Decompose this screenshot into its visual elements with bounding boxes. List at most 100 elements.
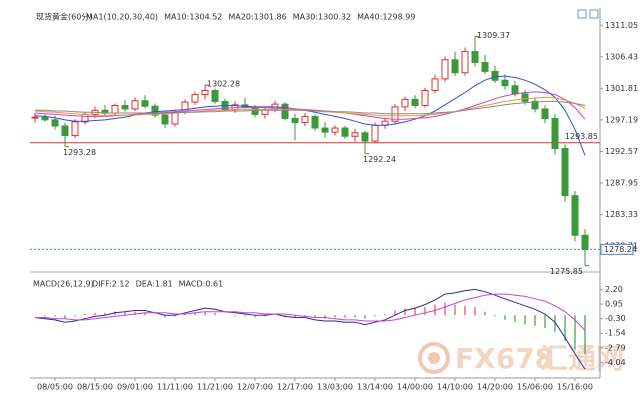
candle-body bbox=[571, 195, 579, 236]
candle-body bbox=[121, 105, 129, 110]
x-tick-label: 09/01:00 bbox=[117, 383, 153, 392]
candle-body bbox=[291, 117, 299, 124]
candle-body bbox=[61, 125, 69, 137]
legend-entry: MA1(10,20,30,40) bbox=[86, 13, 158, 22]
candle-body bbox=[111, 105, 119, 114]
candle-body bbox=[411, 98, 419, 107]
candle-body bbox=[531, 100, 539, 110]
legend-entry: MA30:1300.32 bbox=[293, 13, 351, 22]
legend-entry: DIFF:2.12 bbox=[92, 280, 130, 289]
zoom-button[interactable] bbox=[577, 9, 587, 19]
ma-line bbox=[35, 100, 586, 115]
watermark-brand: FX678 bbox=[455, 342, 554, 375]
last-price-label: 1278.24 bbox=[604, 245, 637, 254]
candle-body bbox=[581, 234, 589, 250]
x-tick-label: 13/03:00 bbox=[317, 383, 353, 392]
annotation-label: 1293.28 bbox=[63, 148, 96, 157]
candle-body bbox=[41, 116, 49, 121]
candle-body bbox=[321, 127, 329, 133]
legend-entry: MA40:1298.99 bbox=[357, 13, 415, 22]
x-tick-label: 15/16:00 bbox=[557, 383, 593, 392]
candle-body bbox=[451, 59, 459, 74]
y-tick-label: 0.95 bbox=[605, 300, 623, 309]
candle-body bbox=[161, 114, 169, 125]
annotation-label: 1309.37 bbox=[477, 31, 510, 40]
y-tick-label: 1311.05 bbox=[605, 21, 638, 30]
x-tick-label: 12/17:00 bbox=[277, 383, 313, 392]
candle-body bbox=[31, 116, 39, 119]
candle-body bbox=[341, 127, 349, 137]
chart-title: 现货黄金(60分) bbox=[36, 12, 92, 22]
x-tick-label: 11/21:00 bbox=[197, 383, 233, 392]
candle-body bbox=[521, 93, 529, 102]
x-tick-label: 13/14:00 bbox=[357, 383, 393, 392]
close-button[interactable] bbox=[589, 9, 599, 19]
candle-body bbox=[201, 89, 209, 96]
candle-body bbox=[131, 100, 139, 110]
candle-body bbox=[71, 121, 79, 137]
y-tick-label: -4.04 bbox=[605, 358, 626, 367]
y-tick-label: 1297.19 bbox=[605, 115, 638, 124]
watermark: FX678 汇通网 bbox=[418, 342, 624, 375]
candle-body bbox=[511, 85, 519, 95]
x-tick-label: 14/20:00 bbox=[477, 383, 513, 392]
annotation-label: 1275.85 bbox=[550, 267, 583, 276]
candle-body bbox=[141, 100, 149, 107]
ma-line bbox=[34, 75, 586, 156]
x-tick-label: 11/11:00 bbox=[157, 383, 193, 392]
candle-body bbox=[461, 51, 469, 74]
support-label: 1293.85 bbox=[565, 132, 598, 141]
plot: 现货黄金(60分)MA1(10,20,30,40) MA10:1304.52 MA2… bbox=[30, 12, 638, 392]
candle-body bbox=[471, 51, 479, 63]
watermark-logo bbox=[428, 352, 440, 364]
y-tick-label: -1.54 bbox=[605, 329, 626, 338]
legend-entry: DEA:1.81 bbox=[136, 280, 173, 289]
legend-entry: MACD:0.61 bbox=[179, 280, 224, 289]
y-tick-label: 1292.57 bbox=[605, 147, 638, 156]
legend-entry: MA20:1301.86 bbox=[228, 13, 286, 22]
candle-body bbox=[171, 111, 179, 125]
candle-body bbox=[151, 105, 159, 116]
watermark-name: 汇通网 bbox=[540, 342, 624, 375]
legend-entry: MA10:1304.52 bbox=[164, 13, 222, 22]
x-tick-label: 12/07:00 bbox=[237, 383, 273, 392]
candle-body bbox=[191, 94, 199, 103]
candle-body bbox=[361, 132, 369, 142]
x-tick-label: 15/06:00 bbox=[517, 383, 553, 392]
candle-body bbox=[371, 124, 379, 142]
y-tick-label: 2.20 bbox=[605, 285, 623, 294]
x-tick-label: 08/15:00 bbox=[77, 383, 113, 392]
candle-body bbox=[51, 119, 59, 127]
candle-body bbox=[491, 70, 499, 81]
candle-body bbox=[441, 59, 449, 80]
candle-body bbox=[401, 98, 409, 108]
y-tick-label: -0.30 bbox=[605, 314, 626, 323]
y-tick-label: 1283.33 bbox=[605, 210, 638, 219]
x-tick-label: 14/00:00 bbox=[397, 383, 433, 392]
candle-body bbox=[561, 148, 569, 197]
candle-body bbox=[431, 78, 439, 91]
candle-body bbox=[501, 79, 509, 87]
candle-body bbox=[481, 61, 489, 72]
annotation-label: 1292.24 bbox=[363, 155, 396, 164]
candle-body bbox=[311, 115, 319, 129]
y-tick-label: 1287.95 bbox=[605, 179, 638, 188]
x-tick-label: 08/05:00 bbox=[37, 383, 73, 392]
candle-body bbox=[211, 89, 219, 102]
candle-body bbox=[281, 103, 289, 119]
y-tick-label: 1301.81 bbox=[605, 84, 638, 93]
chart-title: MACD(26,12,9) bbox=[33, 280, 94, 289]
candle-body bbox=[331, 127, 339, 133]
candle-body bbox=[301, 115, 309, 124]
y-tick-label: 1306.43 bbox=[605, 52, 638, 61]
candle-body bbox=[421, 89, 429, 107]
candle-body bbox=[541, 108, 549, 119]
candle-body bbox=[351, 132, 359, 137]
candle-body bbox=[551, 117, 559, 150]
candle-body bbox=[251, 107, 259, 115]
annotation-label: 1302.28 bbox=[207, 80, 240, 89]
x-tick-label: 14/10:00 bbox=[437, 383, 473, 392]
y-tick-label: -2.79 bbox=[605, 343, 626, 352]
